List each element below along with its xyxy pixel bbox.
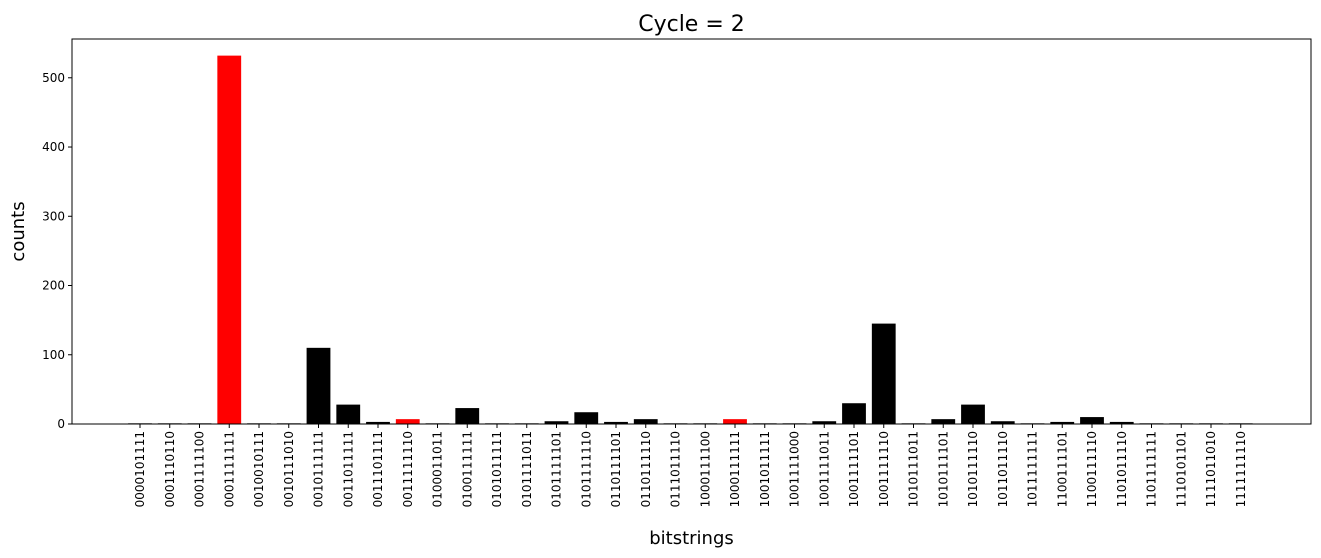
bar-1100111101 (1050, 421, 1075, 424)
x-tick-label: 0011011111 (341, 431, 355, 507)
x-tick-label: 0110111101 (609, 431, 623, 507)
x-tick-label: 1001111000 (788, 431, 802, 507)
x-tick-label: 1010111011 (907, 431, 921, 507)
x-tick-label: 1110101101 (1174, 431, 1188, 507)
bar-0101111110 (574, 412, 599, 424)
y-axis-title: counts (8, 201, 29, 261)
y-tick-label: 400 (42, 140, 65, 154)
x-tick-label: 1111011010 (1204, 431, 1218, 507)
bar-1001111110 (871, 323, 896, 424)
y-tick-label: 300 (42, 209, 65, 223)
bar-0001111111 (217, 55, 242, 425)
bar-1010111110 (961, 404, 985, 424)
x-tick-label: 0001111100 (193, 431, 207, 507)
bar-0011101111 (366, 421, 390, 424)
bar-0110111110 (633, 419, 658, 424)
x-tick-label: 1101111111 (1145, 431, 1159, 507)
x-tick-label: 0010111111 (312, 431, 326, 507)
x-tick-label: 1101011110 (1115, 431, 1129, 507)
y-axis: 0 100 200 300 400 500 (42, 71, 72, 431)
x-tick-label: 0010111010 (282, 431, 296, 507)
x-tick-label: 0101111011 (520, 431, 534, 507)
x-tick-label: 1001011111 (758, 431, 772, 507)
bar-1001111101 (842, 403, 866, 424)
bar-0010111111 (306, 347, 331, 424)
x-tick-label: 1010111110 (966, 431, 980, 507)
x-tick-label: 1001111011 (817, 431, 831, 507)
bar-0110111101 (604, 421, 628, 424)
x-tick-label: 0011101111 (371, 431, 385, 507)
x-tick-label: 1011011110 (996, 431, 1010, 507)
x-tick-label: 0001110110 (163, 431, 177, 507)
bar-0011011111 (336, 404, 361, 424)
bar-1011011110 (990, 421, 1015, 424)
x-tick-label: 0110111110 (639, 431, 653, 507)
x-tick-label: 0001111111 (222, 431, 236, 507)
x-axis: 0000101111 0001110110 0001111100 0001111111… (133, 424, 1248, 507)
x-tick-label: 1001111101 (847, 431, 861, 507)
bar-0101111101 (544, 421, 569, 424)
x-tick-label: 0101111101 (550, 431, 564, 507)
x-tick-label: 1000111111 (728, 431, 742, 507)
y-tick-label: 0 (57, 417, 65, 431)
y-tick-label: 500 (42, 71, 65, 85)
bar-1010111101 (931, 419, 956, 424)
x-tick-label: 0000101111 (133, 431, 147, 507)
bar-1000111111 (723, 419, 747, 424)
x-tick-label: 0101011111 (490, 431, 504, 507)
x-tick-label: 0100111111 (460, 431, 474, 507)
bar-1101011110 (1109, 421, 1134, 424)
x-tick-label: 0100011011 (431, 431, 445, 507)
x-tick-label: 1111111110 (1234, 431, 1248, 507)
bar-1100111110 (1080, 417, 1104, 424)
x-tick-label: 0010010111 (252, 431, 266, 507)
x-tick-label: 0011111110 (401, 431, 415, 507)
bar-0100111111 (455, 408, 480, 424)
x-tick-label: 1011111111 (1026, 431, 1040, 507)
x-tick-label: 1000111100 (698, 431, 712, 507)
bar-1001111011 (812, 421, 837, 424)
bar-0011111110 (395, 419, 420, 424)
chart-title: Cycle = 2 (638, 12, 745, 37)
x-tick-label: 1010111101 (936, 431, 950, 507)
x-tick-label: 1100111110 (1085, 431, 1099, 507)
plot-frame (71, 38, 1312, 425)
x-tick-label: 0111011110 (669, 431, 683, 507)
bars-group (128, 55, 1253, 425)
y-tick-label: 100 (42, 348, 65, 362)
x-tick-label: 1100111101 (1055, 431, 1069, 507)
x-axis-title: bitstrings (649, 528, 734, 549)
x-tick-label: 1001111110 (877, 431, 891, 507)
x-tick-label: 0101111110 (579, 431, 593, 507)
y-tick-label: 200 (42, 279, 65, 293)
